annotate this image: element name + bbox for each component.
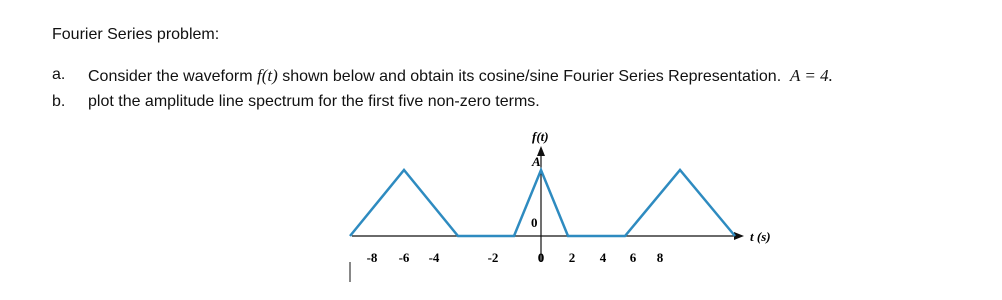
math: A = 4. [790,66,833,85]
item-marker: a. [52,66,66,83]
peak-label: A [531,154,541,169]
title: Fourier Series problem: [52,26,220,43]
item-marker: b. [52,93,66,110]
item-text: Consider the waveform f(t) shown below a… [88,66,833,86]
item-text: plot the amplitude line spectrum for the… [88,93,540,110]
x-tick-label: 0 [538,250,545,265]
x-tick-label: 8 [657,250,664,265]
waveform [349,166,736,238]
x-tick-label: -4 [429,250,440,265]
origin-label: 0 [531,215,538,230]
x-tick-label: 4 [600,250,607,265]
x-tick-label: -6 [399,250,410,265]
math: f(t) [256,66,278,85]
y-label: f(t) [532,129,549,144]
arrow [734,232,744,240]
text: shown below and obtain its cosine/sine F… [277,68,782,85]
x-label: t (s) [750,229,771,244]
x-tick-label: -2 [488,250,499,265]
ticks: -8 -6 -4 -2 0 2 4 6 8 [367,250,664,265]
x-tick-label: 6 [630,250,637,265]
x-tick-label: -8 [367,250,378,265]
text: Consider the waveform [88,68,257,85]
x-tick-label: 2 [569,250,576,265]
arrow [537,146,545,156]
